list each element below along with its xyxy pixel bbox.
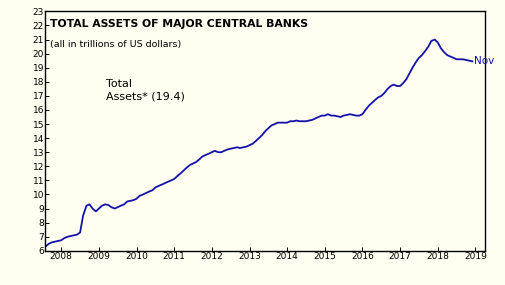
Text: (all in trillions of US dollars): (all in trillions of US dollars) xyxy=(50,40,181,49)
Text: TOTAL ASSETS OF MAJOR CENTRAL BANKS: TOTAL ASSETS OF MAJOR CENTRAL BANKS xyxy=(50,19,308,29)
Text: Nov: Nov xyxy=(474,56,494,66)
Text: Assets* (19.4): Assets* (19.4) xyxy=(107,91,185,101)
Text: Total: Total xyxy=(107,79,132,89)
